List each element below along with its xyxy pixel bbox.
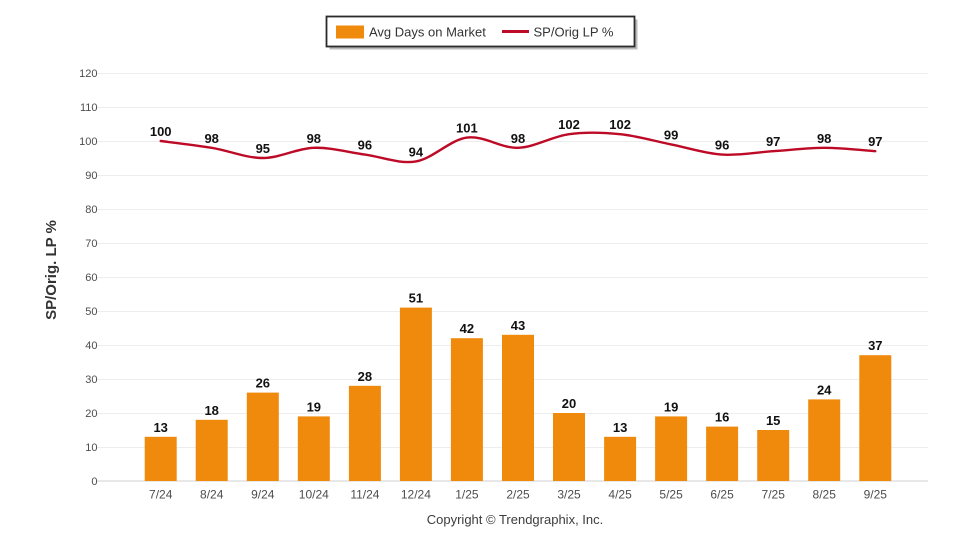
svg-text:50: 50 — [85, 306, 97, 318]
svg-text:99: 99 — [664, 127, 678, 142]
svg-text:9/25: 9/25 — [864, 488, 888, 502]
svg-text:98: 98 — [204, 131, 218, 146]
svg-text:98: 98 — [307, 131, 321, 146]
svg-text:100: 100 — [79, 136, 97, 148]
svg-text:102: 102 — [558, 117, 580, 132]
svg-text:13: 13 — [153, 420, 167, 435]
svg-text:24: 24 — [817, 382, 832, 397]
svg-text:97: 97 — [868, 134, 882, 149]
svg-text:80: 80 — [85, 204, 97, 216]
svg-text:95: 95 — [256, 141, 270, 156]
svg-text:5/25: 5/25 — [659, 488, 683, 502]
svg-text:97: 97 — [766, 134, 780, 149]
svg-text:20: 20 — [85, 408, 97, 420]
svg-text:11/24: 11/24 — [350, 488, 379, 502]
svg-text:20: 20 — [562, 396, 576, 411]
svg-text:0: 0 — [91, 476, 97, 488]
svg-text:26: 26 — [256, 376, 270, 391]
svg-text:8/24: 8/24 — [200, 488, 224, 502]
svg-text:101: 101 — [456, 121, 478, 136]
svg-text:Avg Days on Market: Avg Days on Market — [369, 24, 486, 39]
svg-text:13: 13 — [613, 420, 627, 435]
svg-text:102: 102 — [609, 117, 631, 132]
svg-text:Copyright © Trendgraphix, Inc.: Copyright © Trendgraphix, Inc. — [427, 512, 604, 527]
svg-text:3/25: 3/25 — [557, 488, 581, 502]
svg-text:96: 96 — [715, 138, 729, 153]
svg-text:100: 100 — [150, 124, 172, 139]
svg-text:SP/Orig. LP %: SP/Orig. LP % — [43, 220, 60, 320]
svg-text:15: 15 — [766, 413, 780, 428]
svg-text:96: 96 — [358, 138, 372, 153]
svg-text:28: 28 — [358, 369, 372, 384]
svg-text:19: 19 — [664, 399, 678, 414]
svg-text:9/24: 9/24 — [251, 488, 275, 502]
svg-text:1/25: 1/25 — [455, 488, 479, 502]
svg-text:42: 42 — [460, 321, 474, 336]
svg-text:10/24: 10/24 — [299, 488, 329, 502]
svg-text:7/24: 7/24 — [149, 488, 173, 502]
svg-text:120: 120 — [79, 68, 97, 80]
svg-text:19: 19 — [307, 399, 321, 414]
svg-text:43: 43 — [511, 318, 525, 333]
svg-text:98: 98 — [817, 131, 831, 146]
svg-text:94: 94 — [409, 144, 424, 159]
svg-text:8/25: 8/25 — [813, 488, 837, 502]
svg-text:30: 30 — [85, 374, 97, 386]
svg-text:98: 98 — [511, 131, 525, 146]
svg-text:70: 70 — [85, 238, 97, 250]
svg-text:2/25: 2/25 — [506, 488, 530, 502]
svg-text:40: 40 — [85, 340, 97, 352]
svg-text:12/24: 12/24 — [401, 488, 431, 502]
svg-text:4/25: 4/25 — [608, 488, 632, 502]
svg-text:60: 60 — [85, 272, 97, 284]
svg-text:6/25: 6/25 — [710, 488, 734, 502]
svg-text:16: 16 — [715, 410, 729, 425]
svg-text:SP/Orig LP %: SP/Orig LP % — [534, 24, 614, 39]
svg-text:7/25: 7/25 — [762, 488, 786, 502]
svg-text:10: 10 — [85, 442, 97, 454]
svg-text:90: 90 — [85, 170, 97, 182]
svg-text:37: 37 — [868, 338, 882, 353]
svg-text:110: 110 — [80, 102, 98, 114]
svg-text:51: 51 — [409, 291, 423, 306]
svg-text:18: 18 — [204, 403, 218, 418]
